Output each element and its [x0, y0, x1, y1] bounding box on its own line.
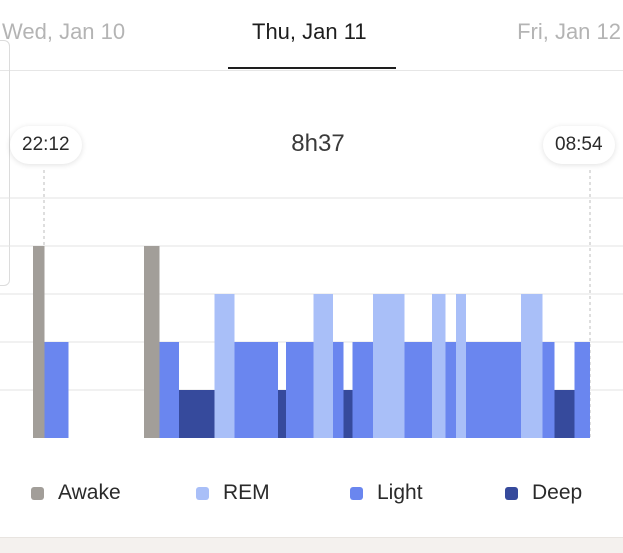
hypnogram-segment-light: [333, 342, 344, 438]
hypnogram-segment-light: [445, 342, 456, 438]
legend-label-deep: Deep: [532, 481, 583, 504]
hypnogram-segment-awake: [33, 246, 45, 438]
bottom-panel-edge: [0, 537, 623, 553]
hypnogram-segment-light: [234, 342, 279, 438]
legend-item-awake: Awake: [31, 478, 121, 508]
active-tab-indicator: [228, 67, 396, 69]
tab-current-day[interactable]: Thu, Jan 11: [252, 19, 367, 44]
hypnogram-segment-light: [542, 342, 555, 438]
hypnogram-segment-rem: [214, 294, 235, 438]
legend-item-rem: REM: [196, 478, 270, 508]
hypnogram-segment-rem: [372, 294, 405, 438]
tab-next-day[interactable]: Fri, Jan 12: [517, 19, 621, 44]
date-navigation: Wed, Jan 10 Thu, Jan 11 Fri, Jan 12: [0, 0, 623, 72]
hypnogram-segment-awake: [143, 246, 160, 438]
sleep-hypnogram-chart: [0, 170, 623, 438]
legend-label-light: Light: [377, 481, 423, 504]
legend-swatch-rem: [196, 486, 209, 500]
legend-label-awake: Awake: [58, 481, 121, 504]
previous-day-card-edge[interactable]: [0, 40, 10, 286]
hypnogram-segment-rem: [431, 294, 446, 438]
legend-item-light: Light: [350, 478, 423, 508]
hypnogram-segment-light: [44, 342, 69, 438]
legend-swatch-deep: [505, 486, 518, 500]
hypnogram-segment-light: [159, 342, 179, 438]
legend-swatch-awake: [31, 486, 44, 500]
sleep-duration: 8h37: [291, 130, 345, 157]
hypnogram-segment-deep: [343, 390, 353, 438]
hypnogram-segment-rem: [520, 294, 543, 438]
hypnogram-segment-rem: [455, 294, 466, 438]
tab-previous-day[interactable]: Wed, Jan 10: [2, 19, 126, 44]
tabs-divider: [0, 70, 623, 71]
hypnogram-segment-rem: [313, 294, 334, 438]
hypnogram-segment-light: [285, 342, 314, 438]
hypnogram-segment-light: [352, 342, 373, 438]
hypnogram-segment-deep: [178, 390, 215, 438]
hypnogram-segment-deep: [278, 390, 286, 438]
legend-label-rem: REM: [223, 481, 270, 504]
legend-swatch-light: [350, 486, 363, 500]
hypnogram-segment-deep: [554, 390, 575, 438]
chart-legend: Awake REM Light Deep: [0, 478, 623, 508]
sleep-end-time: 08:54: [543, 126, 615, 164]
sleep-start-time: 22:12: [10, 126, 82, 164]
legend-item-deep: Deep: [505, 478, 582, 508]
hypnogram-segment-light: [404, 342, 432, 438]
hypnogram-segment-light: [465, 342, 521, 438]
hypnogram-segment-light: [574, 342, 590, 438]
